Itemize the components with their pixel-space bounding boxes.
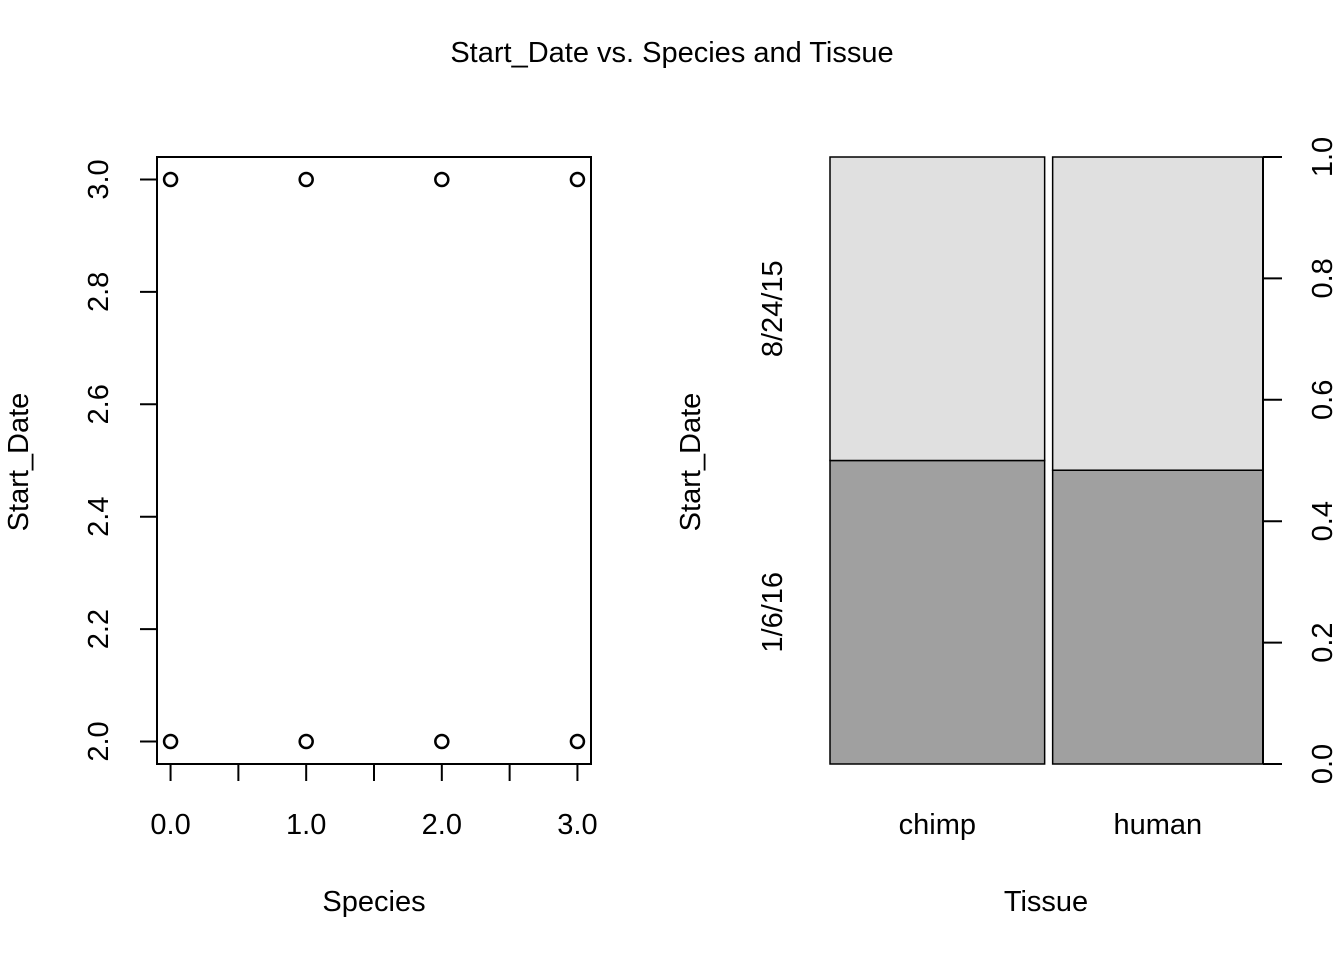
spineplot-right-tick-label: 0.0 <box>1307 744 1339 784</box>
spineplot-y-axis-label: Start_Date <box>675 393 707 532</box>
scatter-point <box>162 733 179 750</box>
scatter-point <box>569 171 586 188</box>
scatter-y-axis-label: Start_Date <box>3 393 35 532</box>
scatter-point <box>162 171 179 188</box>
scatter-point <box>434 733 450 750</box>
scatter-y-tick-label: 2.8 <box>83 272 115 312</box>
spineplot-right-tick-label: 0.2 <box>1307 622 1339 662</box>
spineplot-category-label: chimp <box>899 809 976 841</box>
spineplot-segment <box>1051 156 1264 471</box>
spineplot-right-axis: 0.0 0.2 0.4 0.6 0.8 1.0 <box>1262 137 1339 784</box>
scatter-y-tick-label: 2.0 <box>83 721 115 761</box>
scatter-panel: 2.02.22.42.62.83.0 0.0 1.0 2.0 3.0 Species … <box>3 156 598 918</box>
spineplot-x-axis: chimp human <box>899 809 1203 841</box>
spineplot-left-axis: 1/6/16 8/24/15 <box>757 260 789 652</box>
spineplot-right-tick-label: 0.6 <box>1307 380 1339 420</box>
scatter-y-tick-label: 3.0 <box>83 159 115 199</box>
scatter-x-tick-label: 3.0 <box>557 809 597 841</box>
spineplot-level-label: 8/24/15 <box>757 260 789 357</box>
scatter-point <box>298 733 314 750</box>
spineplot-x-axis-label: Tissue <box>1004 886 1088 918</box>
scatter-point <box>569 733 586 750</box>
spineplot-panel: chimp human 1/6/16 8/24/15 0.0 0.2 0.4 0.6 0.8… <box>675 137 1339 918</box>
scatter-point <box>298 171 314 188</box>
scatter-x-tick-label: 0.0 <box>150 809 190 841</box>
spineplot-level-label: 1/6/16 <box>757 572 789 653</box>
spineplot-segment <box>1051 469 1264 765</box>
scatter-x-axis: 0.0 1.0 2.0 3.0 <box>150 763 598 841</box>
scatter-x-tick-label: 2.0 <box>422 809 462 841</box>
spineplot-bars <box>829 156 1264 765</box>
scatter-y-axis: 2.0 2.2 2.4 2.6 2.8 3.0 <box>83 159 158 762</box>
spineplot-right-tick-label: 0.8 <box>1307 258 1339 298</box>
scatter-y-tick-label: 2.4 <box>83 497 115 537</box>
scatter-point <box>434 171 450 188</box>
chart-title: Start_Date vs. Species and Tissue <box>450 37 893 69</box>
spineplot-category-label: human <box>1113 809 1202 841</box>
scatter-x-tick-label: 1.0 <box>286 809 326 841</box>
scatter-plot-frame <box>156 156 592 765</box>
scatter-points <box>162 171 586 750</box>
spineplot-segment <box>829 156 1046 462</box>
spineplot-segment <box>829 459 1046 765</box>
scatter-x-axis-label: Species <box>322 886 425 918</box>
spineplot-right-tick-label: 0.4 <box>1307 501 1339 541</box>
spineplot-right-tick-label: 1.0 <box>1307 137 1339 177</box>
scatter-y-tick-label: 2.2 <box>83 609 115 649</box>
scatter-y-tick-label: 2.6 <box>83 384 115 424</box>
